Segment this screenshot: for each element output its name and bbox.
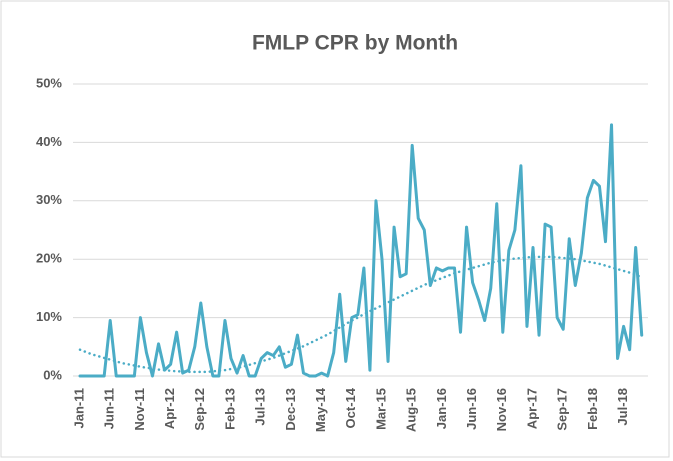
x-tick-label: Jan-11 bbox=[71, 388, 86, 428]
x-tick-label: Feb-13 bbox=[222, 388, 237, 430]
x-tick-label: Apr-17 bbox=[524, 388, 539, 429]
x-tick-label: Jul-13 bbox=[253, 388, 268, 426]
y-tick-label: 20% bbox=[36, 251, 62, 266]
x-tick-label: Sep-12 bbox=[192, 388, 207, 431]
x-tick-label: Nov-16 bbox=[494, 388, 509, 431]
x-tick-label: Oct-14 bbox=[343, 387, 358, 428]
data-line bbox=[78, 123, 644, 378]
x-tick-label: Dec-13 bbox=[283, 388, 298, 431]
x-tick-label: Aug-15 bbox=[404, 388, 419, 432]
x-tick-label: Jan-16 bbox=[434, 388, 449, 429]
trend-line bbox=[78, 255, 643, 374]
y-tick-label: 30% bbox=[36, 192, 62, 207]
x-tick-label: Sep-17 bbox=[555, 388, 570, 431]
y-tick-label: 0% bbox=[43, 367, 62, 382]
x-tick-label: Jun-16 bbox=[464, 388, 479, 430]
x-tick-label: Apr-12 bbox=[162, 388, 177, 429]
chart-title: FMLP CPR by Month bbox=[252, 32, 458, 55]
y-tick-label: 40% bbox=[36, 134, 62, 149]
x-tick-label: Feb-18 bbox=[585, 388, 600, 430]
y-tick-label: 50% bbox=[36, 75, 62, 90]
y-tick-label: 10% bbox=[36, 309, 62, 324]
x-tick-label: Jun-11 bbox=[102, 388, 117, 429]
x-tick-label: Nov-11 bbox=[132, 388, 147, 431]
x-tick-label: Mar-15 bbox=[373, 388, 388, 430]
x-tick-label: May-14 bbox=[313, 387, 328, 432]
x-tick-label: Jul-18 bbox=[615, 388, 630, 426]
